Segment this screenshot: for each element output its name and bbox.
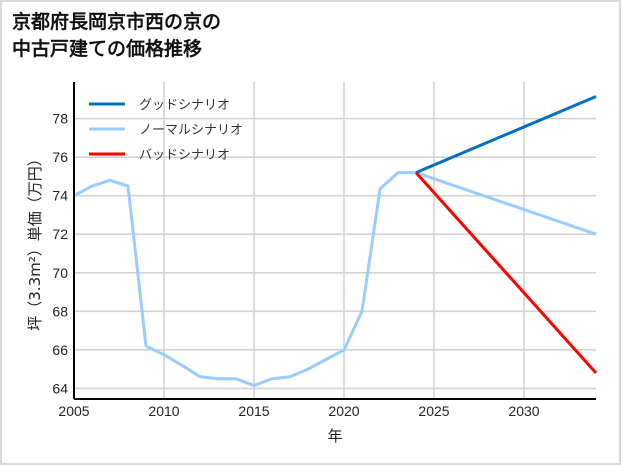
legend-item: バッドシナリオ [89, 148, 230, 163]
y-tick-labels: 64 66 68 70 72 74 76 78 [52, 111, 68, 397]
series-line [415, 95, 597, 174]
grid-lines [73, 82, 596, 399]
y-tick-label: 64 [52, 380, 68, 396]
chart-title-line-2: 中古戸建ての価格推移 [12, 38, 203, 60]
y-tick-label: 74 [52, 188, 68, 204]
y-axis-label: 坪（3.3m²）単価（万円） [26, 151, 44, 330]
axes [73, 82, 596, 400]
legend-item: グッドシナリオ [89, 98, 230, 113]
x-axis-label: 年 [327, 427, 342, 445]
y-tick-label: 66 [52, 342, 68, 358]
x-tick-labels: 2005 2010 2015 2020 2025 2030 [58, 403, 539, 419]
legend-label: ノーマルシナリオ [139, 123, 243, 138]
x-tick-label: 2005 [58, 403, 89, 419]
series-line [73, 171, 597, 387]
legend-label: グッドシナリオ [139, 98, 230, 113]
chart-title: 京都府長岡京市西の京の 中古戸建ての価格推移 [12, 9, 221, 63]
y-tick-label: 76 [52, 149, 68, 165]
series-line [414, 171, 598, 375]
y-tick-label: 70 [52, 265, 68, 281]
x-tick-label: 2025 [418, 403, 449, 419]
x-tick-label: 2020 [328, 403, 359, 419]
x-tick-label: 2015 [238, 403, 269, 419]
series-lines [73, 95, 598, 387]
y-tick-label: 78 [52, 111, 68, 127]
legend-label: バッドシナリオ [139, 148, 230, 163]
legend-item: ノーマルシナリオ [89, 123, 243, 138]
chart-title-line-1: 京都府長岡京市西の京の [12, 11, 222, 33]
y-tick-label: 72 [52, 226, 68, 242]
y-tick-label: 68 [52, 303, 68, 319]
x-tick-label: 2030 [508, 403, 539, 419]
x-tick-label: 2010 [148, 403, 179, 419]
